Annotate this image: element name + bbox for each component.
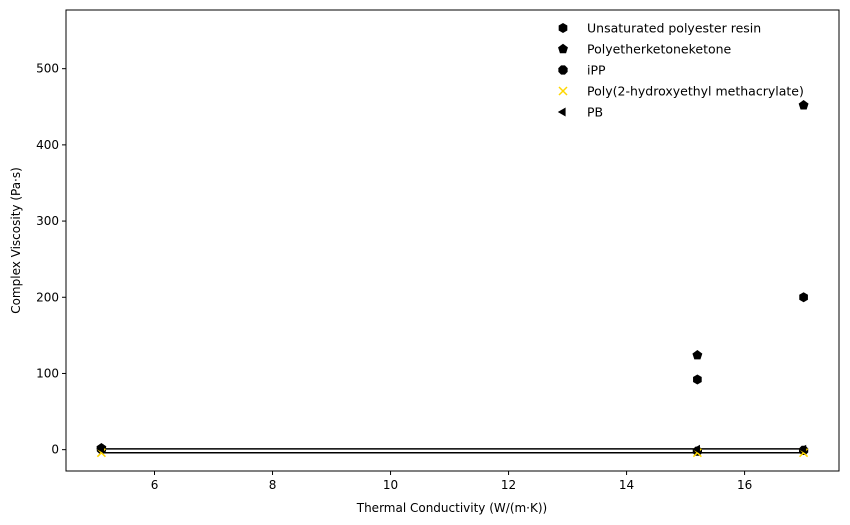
legend-marker-3 [558, 65, 568, 75]
y-tick-label: 400 [36, 138, 59, 152]
legend-label: PB [587, 105, 603, 120]
data-point-series-1 [693, 374, 702, 385]
data-point-series-1 [799, 292, 808, 303]
legend-label: Unsaturated polyester resin [587, 21, 761, 36]
data-point-series-5 [96, 444, 104, 454]
y-tick-label: 500 [36, 62, 59, 76]
legend-marker-4 [558, 86, 568, 96]
legend-marker-1 [558, 23, 568, 33]
legend-marker-5 [557, 107, 566, 117]
data-point-series-2 [692, 349, 703, 360]
legend-marker-2 [558, 43, 568, 54]
data-point-series-5 [692, 444, 700, 454]
y-tick-label: 200 [36, 290, 59, 304]
x-tick-label: 6 [151, 478, 159, 492]
y-tick-label: 0 [51, 443, 59, 457]
x-tick-label: 12 [501, 478, 516, 492]
data-points [96, 100, 809, 458]
legend: Unsaturated polyester resin Polyetherketo… [557, 21, 804, 120]
data-point-series-2 [798, 100, 809, 110]
legend-label: iPP [587, 63, 606, 78]
plot-frame [65, 9, 840, 472]
y-axis-ticks: 0 100 200 300 400 500 [36, 62, 66, 457]
legend-label: Poly(2-hydroxyethyl methacrylate) [587, 84, 804, 99]
y-tick-label: 300 [36, 214, 59, 228]
x-tick-label: 14 [619, 478, 634, 492]
x-axis-ticks: 6 8 10 12 14 16 [151, 471, 752, 492]
legend-label: Polyetherketoneketone [587, 42, 732, 57]
data-point-series-5 [798, 444, 807, 454]
y-axis-label: Complex Viscosity (Pa·s) [9, 167, 23, 314]
y-tick-label: 100 [36, 366, 59, 380]
x-tick-label: 10 [383, 478, 398, 492]
x-tick-label: 8 [269, 478, 277, 492]
x-axis-label: Thermal Conductivity (W/(m·K)) [356, 501, 547, 515]
fit-lines [101, 448, 804, 454]
x-tick-label: 16 [737, 478, 752, 492]
